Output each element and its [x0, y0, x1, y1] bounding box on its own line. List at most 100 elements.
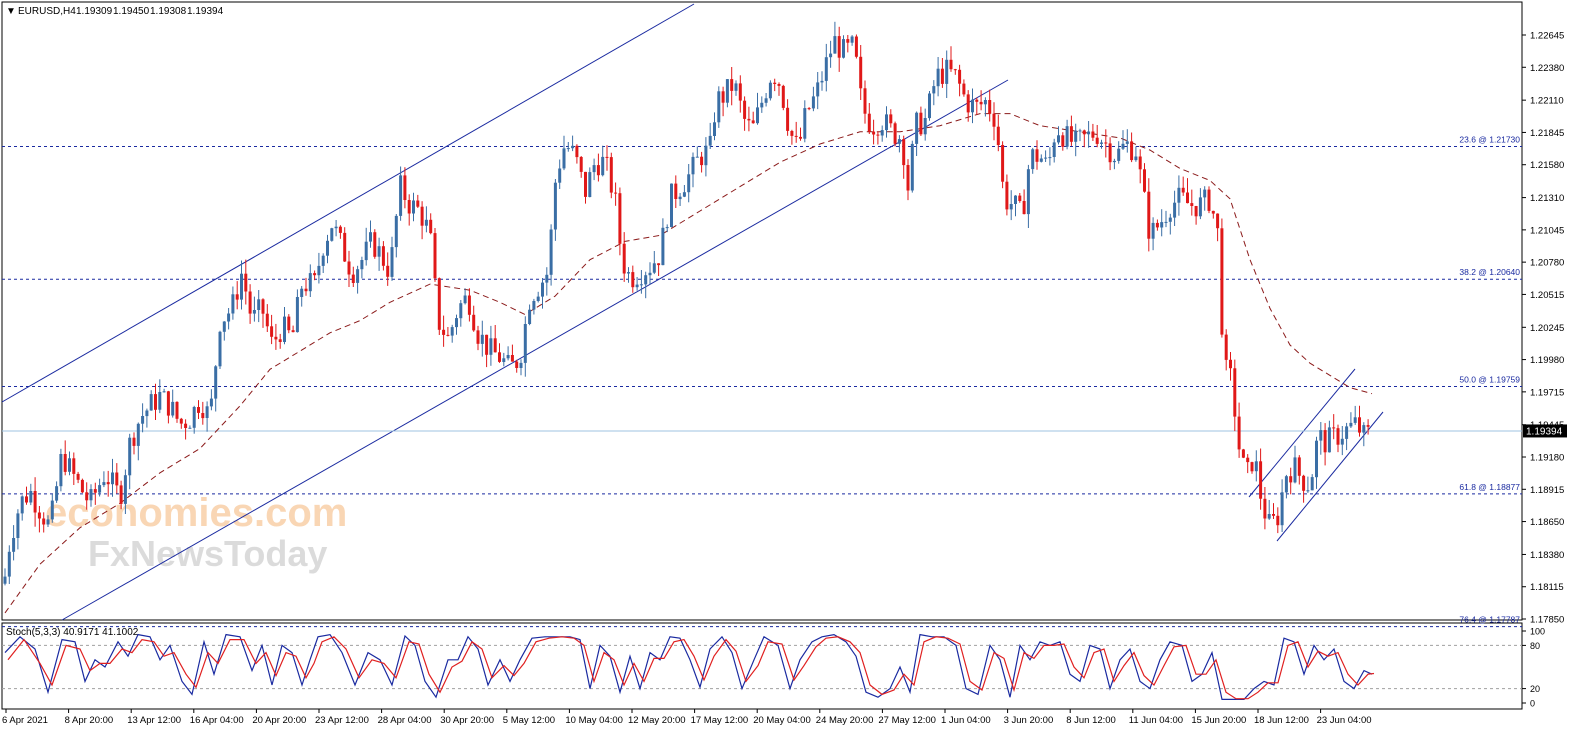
header-marker: ▼ [6, 6, 16, 17]
time-axis[interactable]: 6 Apr 2021 8 Apr 20:00 13 Apr 12:00 16 Apr … [2, 709, 1372, 726]
candle [480, 320, 484, 357]
candle [953, 68, 957, 75]
candle [63, 440, 67, 476]
candle [760, 96, 764, 113]
candle [1168, 213, 1172, 235]
candle-body [906, 165, 910, 191]
candle-body [743, 100, 747, 119]
candle-body [833, 36, 837, 54]
candle-body [1001, 145, 1005, 182]
candle-body [734, 83, 738, 91]
candle [601, 145, 605, 177]
candle-body [751, 120, 755, 124]
candle [768, 80, 772, 101]
candle-body [33, 491, 37, 513]
candle-body [1095, 137, 1099, 144]
candle [627, 267, 630, 283]
candle [506, 346, 510, 361]
mini-channel-upper-line[interactable] [1248, 368, 1356, 498]
candle-body [85, 492, 89, 501]
candle-body [184, 423, 188, 428]
candle-body [872, 131, 876, 135]
channel-upper-line[interactable] [1, 3, 695, 403]
candle [631, 265, 635, 293]
candle-body [446, 334, 450, 336]
candle [1289, 467, 1293, 495]
candle [1160, 209, 1164, 237]
price-tick-label: 1.18380 [1530, 550, 1564, 561]
time-tick-label: 18 Jun 12:00 [1254, 715, 1309, 726]
time-tick-label: 6 Apr 2021 [2, 715, 48, 726]
candle-body [1323, 430, 1327, 453]
candle-body [1044, 157, 1048, 159]
candle-body [700, 156, 704, 166]
candle [257, 290, 261, 323]
candle-body [347, 261, 351, 275]
candle-body [433, 233, 437, 279]
candle-body [123, 475, 127, 504]
candle [1173, 190, 1177, 226]
channel-lower-line[interactable] [61, 79, 1009, 621]
candle [837, 26, 841, 72]
candle-body [682, 192, 686, 197]
candle [1048, 147, 1052, 166]
candle-body [1147, 191, 1151, 239]
candle-body [55, 486, 59, 501]
candle [639, 270, 643, 294]
candle-body [1293, 457, 1297, 483]
candle-body [661, 227, 665, 266]
candle-body [919, 112, 923, 135]
candle [803, 100, 807, 143]
candle-body [356, 269, 360, 283]
candle [829, 40, 833, 68]
candle [721, 86, 725, 117]
candle-body [1259, 461, 1263, 499]
candle-body [141, 416, 145, 424]
time-tick-label: 24 May 20:00 [816, 715, 874, 726]
candle-body [1057, 135, 1060, 143]
price-axis[interactable]: 1.22645 1.22380 1.22110 1.21845 1.21580 1.213… [1522, 31, 1564, 626]
candle [313, 270, 317, 281]
candle-body [197, 407, 200, 413]
time-tick-label: 17 May 12:00 [691, 715, 749, 726]
candle-body [98, 485, 102, 493]
candle-body [1039, 158, 1043, 162]
candle [682, 185, 686, 198]
candle-body [1297, 457, 1301, 476]
candle [317, 252, 321, 284]
candle-body [1310, 477, 1314, 491]
candle [141, 403, 145, 433]
candle [966, 90, 970, 122]
candle-body [1216, 213, 1220, 229]
candle [850, 35, 854, 46]
candle-body [1112, 160, 1116, 163]
candle-body [1134, 156, 1138, 161]
candle [971, 88, 974, 124]
candle-body [674, 183, 678, 199]
header-open: 1.19309 [76, 6, 113, 17]
candle [1104, 129, 1108, 158]
candle-body [893, 123, 897, 144]
candle [188, 425, 192, 429]
candle-body [59, 454, 63, 487]
candle [1057, 126, 1060, 145]
candle [1280, 479, 1284, 532]
candle [915, 111, 919, 156]
candle [252, 296, 256, 322]
stoch-tick-label: 80 [1530, 641, 1540, 651]
candle [171, 389, 175, 418]
candle [1233, 359, 1237, 432]
candle-body [214, 366, 218, 399]
candle-body [201, 413, 205, 419]
price-tick-label: 1.17850 [1530, 615, 1564, 626]
candle [893, 121, 897, 147]
candle [295, 289, 299, 333]
candle-body [618, 193, 622, 244]
candle-body [1289, 476, 1293, 483]
candle-body [773, 82, 777, 84]
candle [1229, 352, 1232, 381]
mini-channel-lower-line[interactable] [1276, 411, 1384, 542]
candle-body [1121, 143, 1125, 149]
candle [1263, 487, 1267, 530]
